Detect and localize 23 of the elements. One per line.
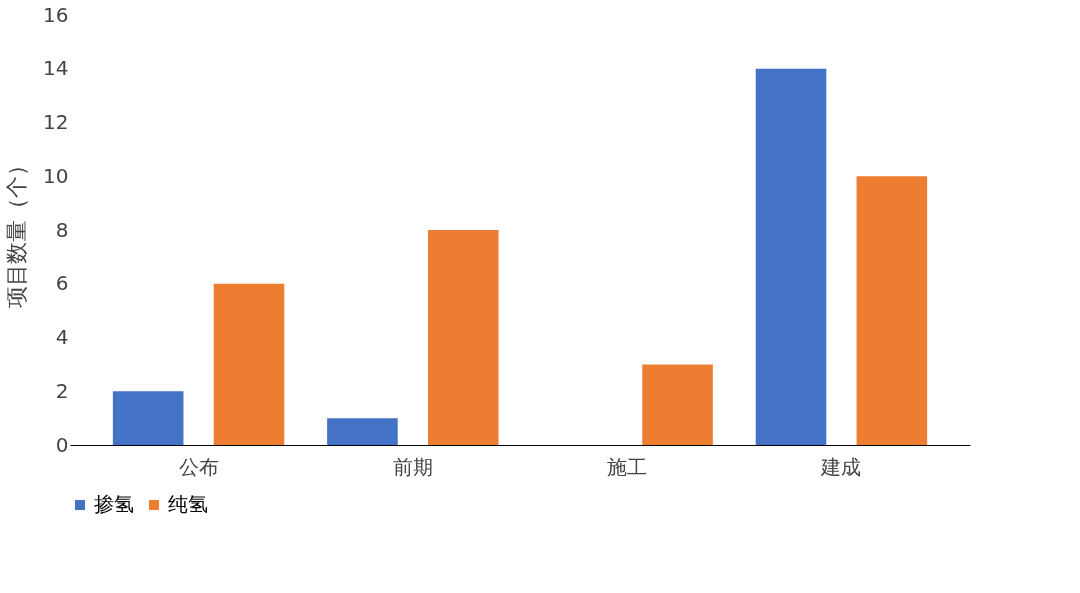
bar — [755, 68, 827, 445]
legend-label: 纯氢 — [168, 492, 208, 516]
bar — [112, 391, 184, 445]
y-axis-title: 项目数量（个） — [4, 153, 30, 308]
x-tick-label: 前期 — [392, 454, 433, 479]
y-tick-label: 14 — [43, 56, 69, 81]
bar — [427, 230, 499, 445]
y-tick-label: 2 — [55, 378, 69, 403]
bar — [642, 364, 713, 445]
y-tick-label: 12 — [43, 110, 69, 134]
bar — [856, 176, 928, 445]
y-tick-label: 10 — [43, 163, 69, 188]
x-tick-label: 建成 — [820, 454, 862, 479]
y-tick-label: 6 — [55, 271, 69, 296]
y-tick-label: 0 — [55, 432, 69, 457]
bar — [213, 283, 285, 445]
legend-label: 掺氢 — [94, 492, 134, 516]
y-tick-label: 16 — [43, 2, 69, 27]
x-tick-label: 施工 — [607, 454, 648, 479]
y-tick-label: 4 — [55, 325, 69, 349]
y-tick-label: 8 — [55, 217, 69, 242]
bar — [327, 418, 398, 445]
x-tick-label: 公布 — [178, 454, 219, 479]
